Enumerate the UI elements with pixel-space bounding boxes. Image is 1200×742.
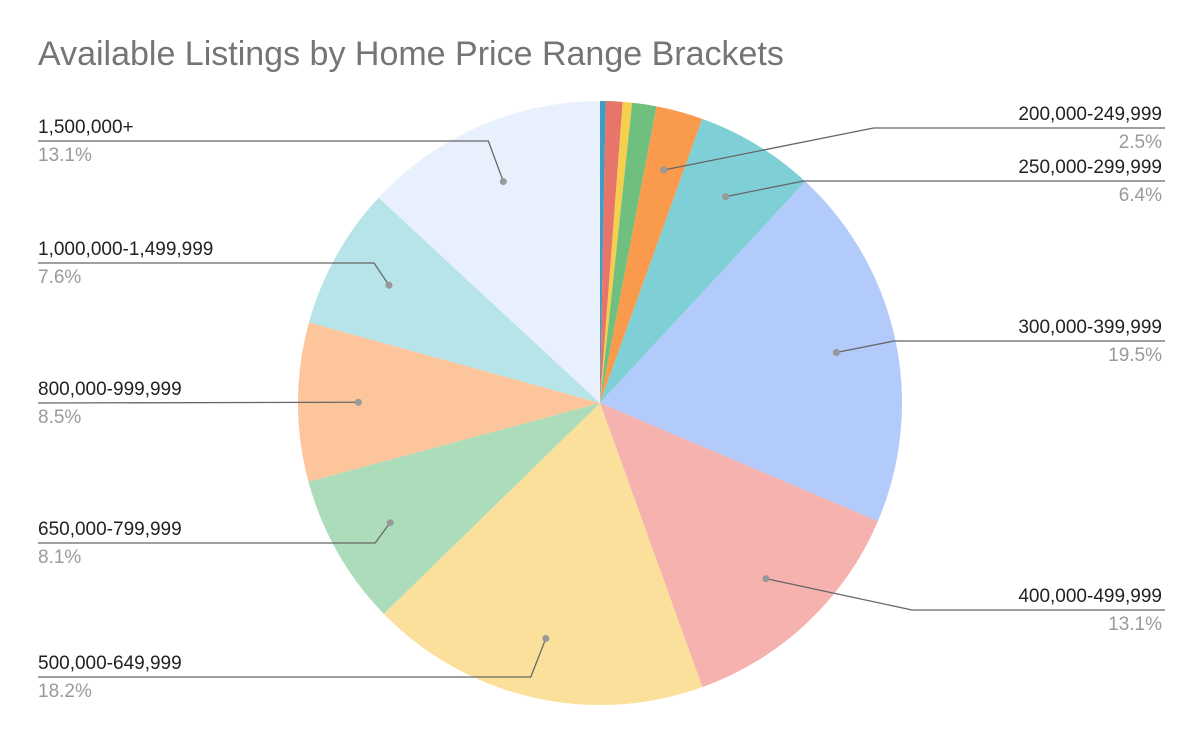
leader-line <box>663 127 1165 171</box>
slice-value-label: 8.5% <box>38 407 81 428</box>
leader-line <box>765 577 1165 611</box>
pie-slice <box>600 101 606 403</box>
leader-line <box>836 340 1165 354</box>
slice-label: 500,000-649,999 <box>38 653 182 674</box>
pie-slice <box>383 403 703 705</box>
pie-slice <box>308 403 600 614</box>
slice-value-label: 7.6% <box>38 267 81 288</box>
leader-dot <box>499 178 507 186</box>
slice-value-label: 2.5% <box>1119 132 1162 153</box>
slice-label: 1,500,000+ <box>38 117 134 138</box>
slice-value-label: 6.4% <box>1119 185 1162 206</box>
leader-line <box>38 140 504 182</box>
leader-dot <box>385 281 393 289</box>
leader-line <box>38 638 547 678</box>
slice-label: 650,000-799,999 <box>38 519 182 540</box>
pie-slice <box>600 101 633 404</box>
pie-slice <box>297 322 600 482</box>
slice-label: 800,000-999,999 <box>38 379 182 400</box>
pie-slice <box>378 101 600 403</box>
pie-slice <box>600 403 878 688</box>
slice-value-label: 18.2% <box>38 681 92 702</box>
pie-slice <box>600 181 902 522</box>
slice-value-label: 13.1% <box>1108 614 1162 635</box>
slice-label: 300,000-399,999 <box>1018 317 1162 338</box>
leader-line <box>37 401 359 404</box>
slice-label: 1,000,000-1,499,999 <box>38 239 213 260</box>
leader-dot <box>762 575 770 583</box>
leader-line <box>38 262 390 286</box>
slice-value-label: 8.1% <box>38 547 81 568</box>
slice-value-label: 19.5% <box>1108 345 1162 366</box>
pie-slice <box>600 106 703 404</box>
leader-dot <box>722 193 730 201</box>
leader-dot <box>354 398 362 406</box>
pie-slice <box>308 197 600 403</box>
leader-dot <box>832 349 840 357</box>
slice-value-label: 13.1% <box>38 145 92 166</box>
slice-label: 400,000-499,999 <box>1018 586 1162 607</box>
leader-dot <box>660 166 668 174</box>
chart-title: Available Listings by Home Price Range B… <box>38 35 784 73</box>
pie-slice <box>600 118 806 404</box>
leader-dot <box>386 519 394 527</box>
slice-label: 200,000-249,999 <box>1018 104 1162 125</box>
slice-label: 250,000-299,999 <box>1018 157 1162 178</box>
pie-slice <box>600 102 657 403</box>
pie-slice <box>600 101 623 403</box>
leader-line <box>38 522 391 544</box>
leader-line <box>725 180 1165 198</box>
leader-dot <box>542 634 550 642</box>
